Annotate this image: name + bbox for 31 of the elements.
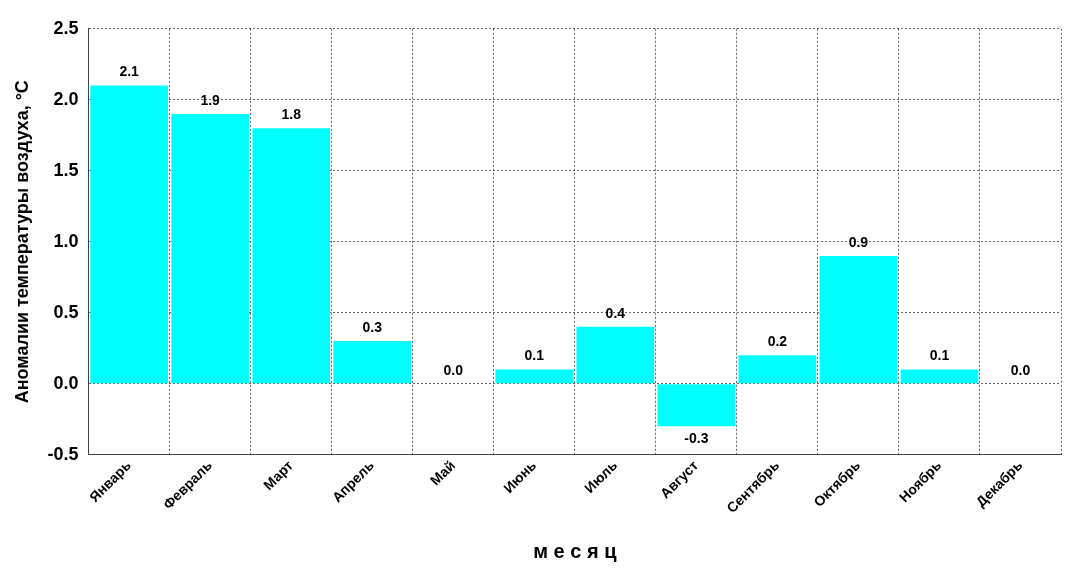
- y-tick-label: 2.5: [53, 17, 79, 38]
- data-label: 0.0: [443, 361, 464, 378]
- y-tick-label: 0.0: [53, 372, 79, 393]
- data-label: 1.8: [281, 106, 302, 123]
- data-label: -0.3: [684, 430, 709, 447]
- data-label: 2.1: [119, 63, 140, 80]
- y-tick-label: 2.0: [53, 88, 79, 109]
- bar: [657, 384, 736, 427]
- bar: [819, 255, 898, 384]
- y-tick-label: 1.5: [53, 159, 79, 180]
- y-axis-title: Аномалии температуры воздуха, °C: [11, 80, 32, 404]
- bar: [495, 369, 574, 384]
- bar: [738, 355, 817, 384]
- data-label: 0.4: [605, 304, 626, 321]
- data-label: 0.9: [848, 233, 869, 250]
- data-label: 1.9: [200, 91, 221, 108]
- bar: [900, 369, 979, 384]
- y-tick-label: 0.5: [53, 301, 79, 322]
- bar: [333, 341, 412, 384]
- data-label: 0.2: [767, 333, 788, 350]
- x-axis-title: м е с я ц: [533, 539, 618, 562]
- bar: [90, 85, 169, 384]
- data-label: 0.1: [524, 347, 545, 364]
- y-tick-label: 1.0: [53, 230, 79, 251]
- data-label: 0.3: [362, 318, 383, 335]
- y-tick-label: -0.5: [47, 443, 79, 464]
- data-label: 0.0: [1010, 361, 1031, 378]
- data-label: 0.1: [929, 347, 950, 364]
- bar: [576, 326, 655, 384]
- bar: [171, 113, 250, 384]
- bar: [252, 128, 331, 384]
